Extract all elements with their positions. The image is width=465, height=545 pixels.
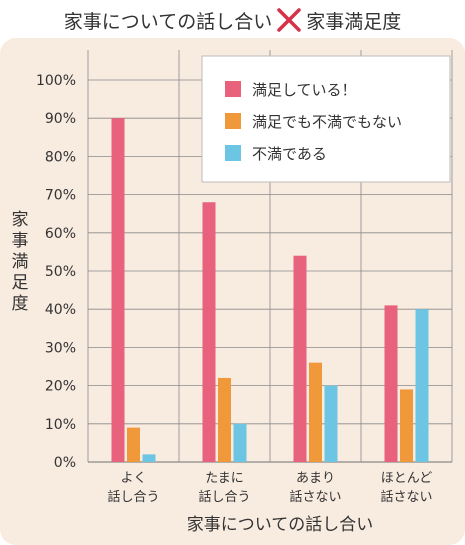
x-tick-label: ほとんど <box>381 471 433 486</box>
y-tick-label: 60% <box>45 226 76 242</box>
legend-box <box>201 55 451 183</box>
y-tick-label: 50% <box>45 264 76 280</box>
bar <box>293 255 307 462</box>
x-tick-label: 話し合う <box>198 489 250 505</box>
y-axis-label: 家事満足度 <box>12 210 29 314</box>
legend: 満足している！ 満足でも不満でもない 不満である <box>201 55 451 183</box>
x-tick-label: あまり <box>296 471 335 486</box>
x-tick-label: 話さない <box>380 489 432 505</box>
y-tick-label: 20% <box>45 379 76 395</box>
y-tick-label: 30% <box>45 340 76 356</box>
bar <box>111 118 125 462</box>
cross-icon <box>277 8 301 32</box>
legend-label-dissatisfied: 不満である <box>252 145 327 163</box>
x-tick-label: たまに <box>205 471 244 486</box>
y-tick-label: 40% <box>45 302 76 318</box>
legend-swatch-neutral <box>225 113 241 129</box>
bar <box>202 202 216 463</box>
y-tick-labels: 0% 10% 20% 30% 40% 50% 60% 70% 80% 90% 100% <box>36 73 76 471</box>
legend-swatch-satisfied <box>225 81 241 97</box>
bar <box>384 305 398 462</box>
y-tick-label: 0% <box>54 455 76 471</box>
y-tick-label: 100% <box>36 73 76 89</box>
legend-label-neutral: 満足でも不満でもない <box>252 113 402 131</box>
title-left: 家事についての話し合い <box>63 10 273 33</box>
bar <box>309 362 322 462</box>
x-axis-label: 家事についての話し合い <box>187 515 374 535</box>
y-tick-label: 70% <box>45 188 76 204</box>
bar <box>415 309 429 462</box>
y-tick-label: 10% <box>45 417 76 433</box>
title-right: 家事満足度 <box>306 10 402 33</box>
bar <box>233 423 247 462</box>
bar <box>127 427 140 462</box>
bar <box>400 389 413 462</box>
x-tick-label: よく <box>120 471 146 486</box>
y-tick-label: 90% <box>45 111 76 127</box>
bar <box>218 377 231 462</box>
legend-label-satisfied: 満足している！ <box>252 81 357 99</box>
bar <box>142 454 156 462</box>
x-tick-label: 話し合う <box>107 489 159 505</box>
chart-title: 家事についての話し合い 家事満足度 <box>0 6 465 34</box>
x-tick-label: 話さない <box>289 489 341 505</box>
bars <box>111 118 429 463</box>
y-tick-label: 80% <box>45 149 76 165</box>
legend-swatch-dissatisfied <box>225 145 241 161</box>
bar <box>324 385 338 462</box>
